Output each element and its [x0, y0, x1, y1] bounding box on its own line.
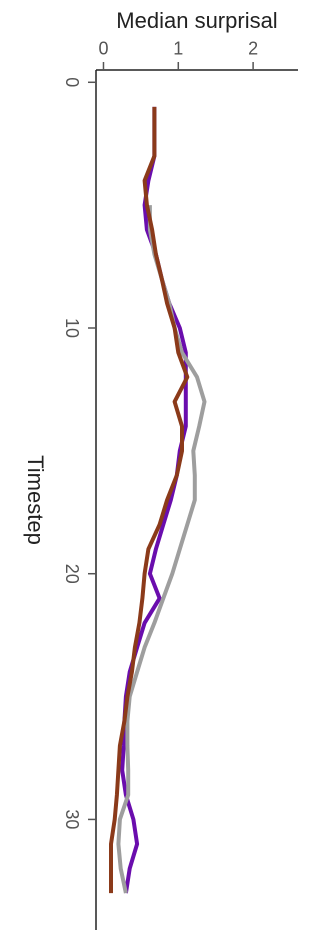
x-axis-title: Timestep [23, 455, 48, 545]
series-line-1 [120, 106, 188, 894]
y-tick-label: 0 [98, 39, 108, 59]
axes [88, 62, 298, 930]
series-group [109, 106, 207, 894]
y-tick-label: 2 [248, 39, 258, 59]
tick-labels: 0 10 20 30 0 1 2 [62, 39, 258, 830]
x-tick-label: 30 [62, 809, 82, 829]
series-line-3 [109, 106, 190, 894]
x-tick-label: 20 [62, 564, 82, 584]
x-tick-label: 0 [62, 77, 82, 87]
x-tick-label: 10 [62, 318, 82, 338]
series-line-2 [116, 205, 207, 894]
y-axis-title: Median surprisal [116, 8, 277, 33]
y-tick-label: 1 [173, 39, 183, 59]
